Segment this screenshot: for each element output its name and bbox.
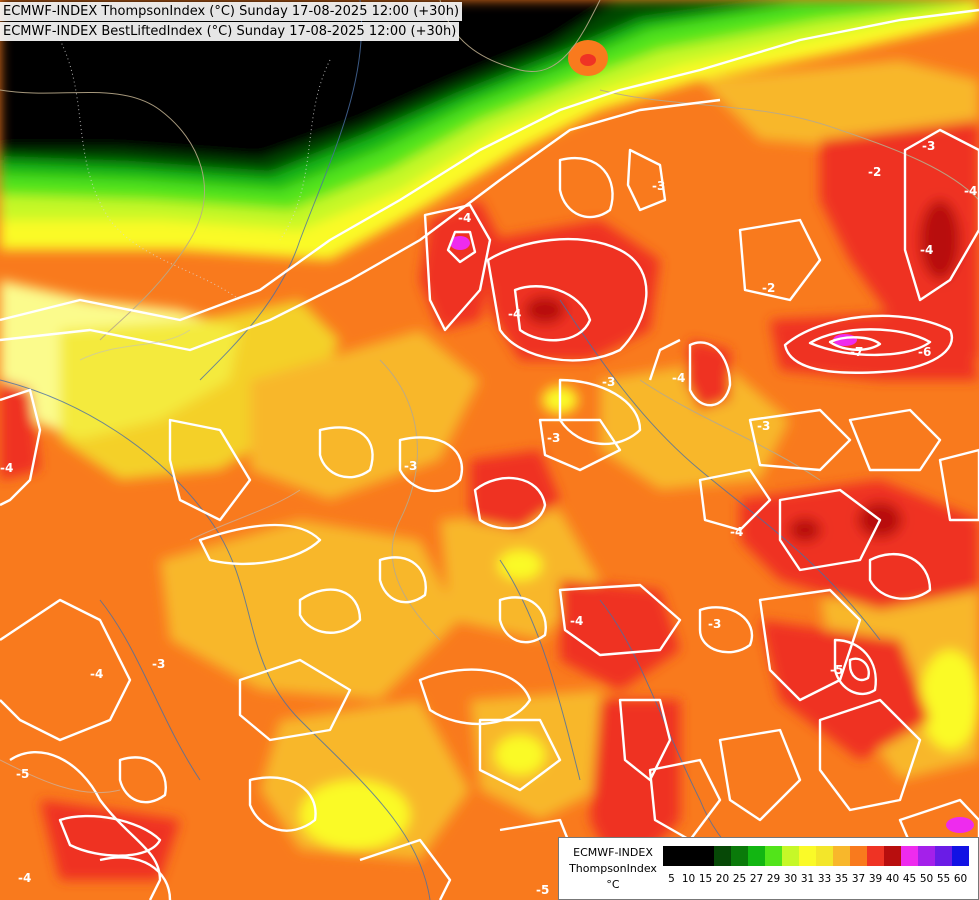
legend-step-label: 5 [668, 873, 675, 885]
contour-label: -3 [404, 459, 417, 473]
contour-label: -3 [547, 431, 560, 445]
field-red-8 [590, 700, 680, 880]
contour-label: -5 [830, 663, 843, 677]
legend-parameter: ThompsonIndex [569, 862, 657, 875]
contour-label: -4 [18, 871, 31, 885]
contour-label: -7 [850, 345, 863, 359]
field-red-5 [470, 450, 560, 530]
legend-swatch [663, 846, 680, 866]
legend-step-label: 27 [750, 873, 763, 885]
field-yellow-spot-4 [920, 650, 979, 750]
color-legend: ECMWF-INDEX ThompsonIndex °C 5 10 15 20 25 27… [558, 837, 979, 900]
field-red-4 [685, 340, 730, 410]
field-red-3 [820, 120, 979, 360]
contour-label: -5 [16, 767, 29, 781]
contour-label: -4 [570, 614, 583, 628]
legend-step-label: 20 [716, 873, 729, 885]
legend-swatch [952, 846, 969, 866]
field-magenta-3 [946, 817, 974, 833]
contour-label: -2 [762, 281, 775, 295]
grey-detail-lines [0, 329, 301, 794]
legend-swatch [748, 846, 765, 866]
field-hotspot-top-core [580, 54, 596, 66]
contour-label: -3 [652, 179, 665, 193]
legend-swatch [680, 846, 697, 866]
contour-label: -5 [536, 883, 549, 897]
legend-step-label: 55 [937, 873, 950, 885]
contour-label: -3 [922, 139, 935, 153]
legend-step-label: 31 [801, 873, 814, 885]
coastline-dotted [59, 39, 331, 301]
legend-step-label: 60 [954, 873, 967, 885]
legend-unit: °C [606, 878, 620, 891]
legend-swatch [935, 846, 952, 866]
legend-swatch [697, 846, 714, 866]
contour-label: -4 [0, 461, 13, 475]
legend-swatch [782, 846, 799, 866]
field-lightorange-3 [600, 360, 790, 490]
field-darkred-1 [525, 296, 565, 324]
legend-swatch [833, 846, 850, 866]
legend-step-label: 37 [852, 873, 865, 885]
legend-swatch [867, 846, 884, 866]
contour-label: -2 [868, 165, 881, 179]
field-yellow-spot-3 [495, 735, 545, 775]
field-yellow-spot-2 [498, 550, 542, 580]
field-red-2 [490, 220, 660, 360]
contour-label: -3 [757, 419, 770, 433]
legend-step-label: 29 [767, 873, 780, 885]
legend-swatch [714, 846, 731, 866]
legend-swatch [901, 846, 918, 866]
field-darkred-3 [789, 518, 821, 542]
legend-step-label: 39 [869, 873, 882, 885]
field-yellow-spot-1 [300, 780, 410, 850]
legend-step-label: 15 [699, 873, 712, 885]
contour-label: -4 [730, 525, 743, 539]
legend-step-label: 10 [682, 873, 695, 885]
field-lightorange-1 [250, 330, 480, 500]
field-red-11 [0, 380, 40, 480]
contour-label: -3 [708, 617, 721, 631]
legend-step-label: 25 [733, 873, 746, 885]
legend-step-label: 33 [818, 873, 831, 885]
legend-swatch [918, 846, 935, 866]
contour-labels: -4 -4 -3 -3 -3 -3 -4 -4 -2 -3 -2 -3 -7 -… [0, 139, 977, 897]
contour-label: -4 [964, 184, 977, 198]
legend-step-label: 30 [784, 873, 797, 885]
contour-label: -3 [152, 657, 165, 671]
map-title-lifted: ECMWF-INDEX BestLiftedIndex (°C) Sunday … [0, 22, 460, 41]
legend-step-label: 35 [835, 873, 848, 885]
field-red-10 [40, 800, 180, 880]
legend-swatch [850, 846, 867, 866]
legend-swatch [799, 846, 816, 866]
field-magenta-1 [450, 236, 470, 250]
legend-swatch [884, 846, 901, 866]
legend-step-label: 40 [886, 873, 899, 885]
legend-model: ECMWF-INDEX [573, 846, 653, 859]
field-darkred-4 [920, 200, 960, 280]
legend-swatch [816, 846, 833, 866]
legend-swatch [765, 846, 782, 866]
field-red-6 [740, 480, 979, 610]
contour-label: -4 [672, 371, 685, 385]
contour-label: -4 [90, 667, 103, 681]
contour-label: -4 [920, 243, 933, 257]
map-title-thompson: ECMWF-INDEX ThompsonIndex (°C) Sunday 17… [0, 2, 463, 21]
contour-label: -4 [508, 307, 521, 321]
contour-label: -6 [918, 345, 931, 359]
legend-scale: 5 10 15 20 25 27 29 30 31 33 35 37 39 40 45 50 55 60 [663, 846, 969, 885]
legend-step-label: 50 [920, 873, 933, 885]
contour-label: -3 [602, 375, 615, 389]
field-red-7 [560, 580, 680, 690]
field-red-12 [770, 310, 979, 380]
legend-swatch [731, 846, 748, 866]
field-red-9 [760, 620, 930, 760]
legend-step-label: 45 [903, 873, 916, 885]
contour-label: -4 [458, 211, 471, 225]
field-red-1 [420, 200, 500, 330]
